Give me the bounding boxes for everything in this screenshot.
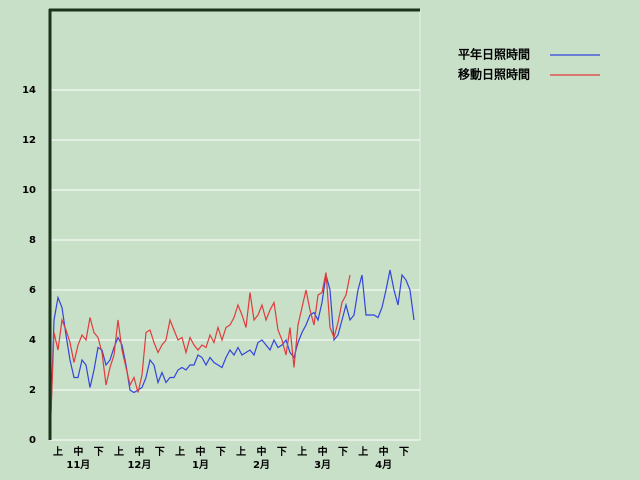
x-tick-label: 下 [216,446,226,458]
month-label: 3月 [314,459,331,471]
legend-label: 平年日照時間 [458,47,530,62]
month-label: 2月 [253,459,270,471]
month-label: 4月 [375,459,392,471]
y-tick-label: 4 [29,335,36,346]
x-tick-label: 中 [318,445,328,458]
y-tick-label: 14 [22,85,36,96]
x-tick-label: 中 [134,445,144,458]
y-tick-label: 12 [22,135,36,146]
y-tick-label: 8 [29,235,36,246]
series-line [49,272,351,441]
x-tick-label: 上 [297,445,307,458]
x-tick-label: 上 [114,445,124,458]
legend-label: 移動日照時間 [458,67,530,82]
y-tick-label: 2 [29,385,36,396]
y-tick-label: 0 [29,435,36,446]
x-tick-label: 上 [358,445,368,458]
x-tick-label: 中 [257,445,267,458]
x-tick-label: 中 [73,445,83,458]
x-tick-label: 上 [236,445,246,458]
y-tick-label: 10 [22,185,36,196]
x-tick-label: 上 [175,445,185,458]
x-tick-label: 上 [53,445,63,458]
y-tick-label: 6 [29,285,36,296]
x-tick-label: 下 [94,446,104,458]
x-tick-label: 下 [277,446,287,458]
series-line [49,269,415,441]
month-label: 1月 [192,459,209,471]
month-label: 11月 [66,459,90,471]
x-tick-label: 中 [379,445,389,458]
month-label: 12月 [127,459,151,471]
x-tick-label: 下 [399,446,409,458]
x-tick-label: 下 [155,446,165,458]
x-tick-label: 中 [195,445,205,458]
x-tick-label: 下 [338,446,348,458]
